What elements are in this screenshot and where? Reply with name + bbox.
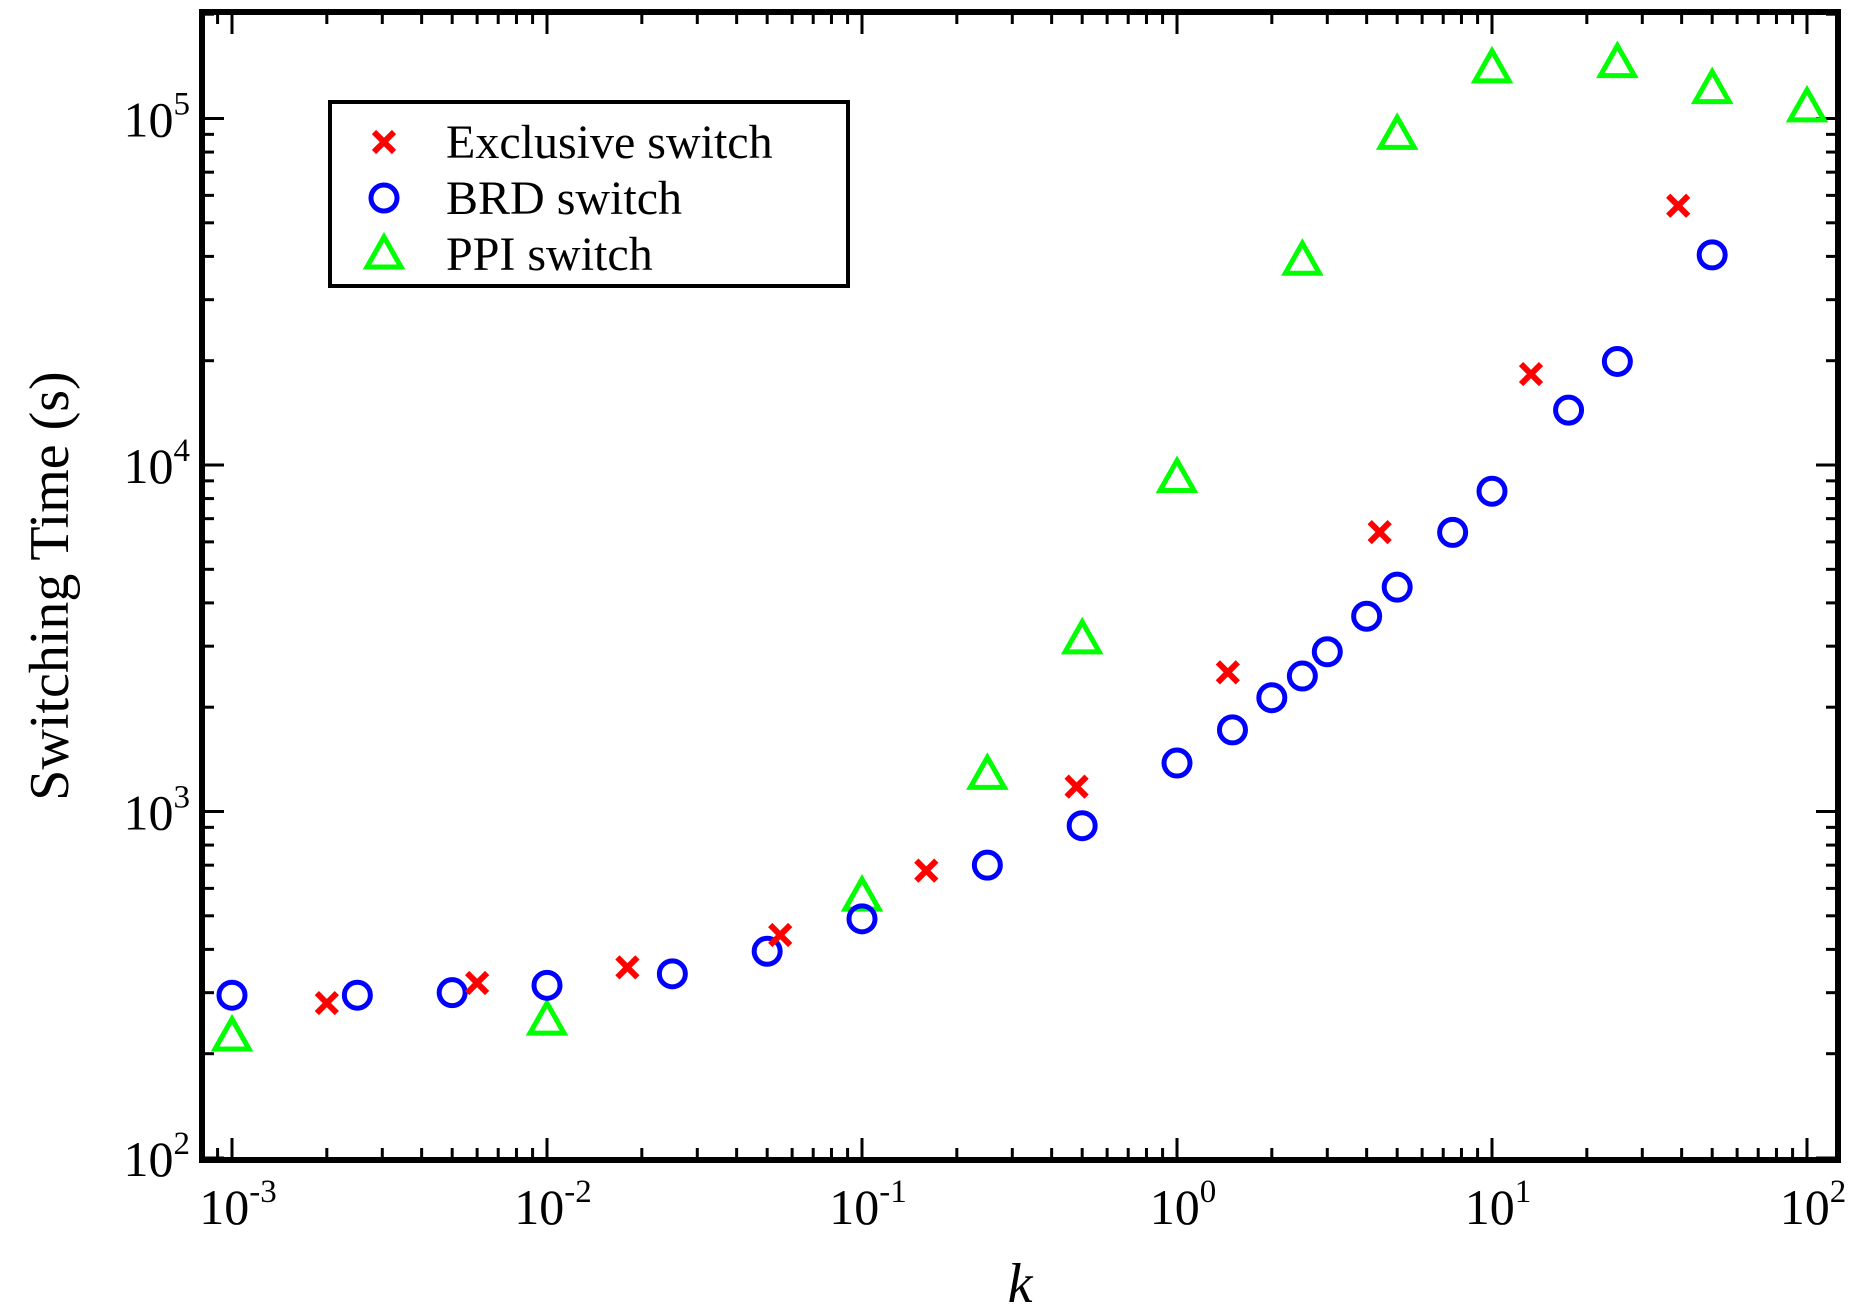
circle-point: [1696, 239, 1728, 271]
circle-point: [341, 979, 373, 1011]
y-tick-label: 102: [124, 1126, 191, 1187]
circle-point: [1161, 747, 1193, 779]
triangle-point: [1060, 616, 1104, 655]
triangle-point: [362, 231, 406, 270]
x-tick-label: 10-1: [829, 1174, 907, 1235]
circle-point: [971, 849, 1003, 881]
x-tick-label: 10-3: [199, 1174, 277, 1235]
circle-point: [368, 182, 400, 214]
cross-point: [615, 955, 640, 980]
triangle-point: [966, 752, 1009, 790]
circle-point: [1066, 810, 1098, 842]
circle-point: [751, 935, 783, 967]
legend-label: PPI switch: [446, 228, 653, 281]
cross-point: [314, 990, 339, 1016]
cross-point: [1064, 774, 1089, 799]
circle-point: [531, 969, 563, 1001]
circle-point: [436, 977, 468, 1009]
legend-label: BRD switch: [446, 172, 682, 225]
cross-point: [1666, 193, 1691, 218]
plot-frame: [199, 9, 1841, 1163]
circle-point: [1351, 600, 1383, 632]
cross-point: [1518, 361, 1544, 387]
circle-point: [1476, 475, 1508, 507]
circle-point: [1256, 682, 1288, 714]
cross-point: [464, 970, 490, 996]
circle-point: [1311, 636, 1343, 668]
circle-point: [1553, 394, 1585, 426]
circle-point: [656, 958, 688, 990]
triangle-point: [1281, 238, 1324, 276]
triangle-point: [1375, 112, 1419, 150]
triangle-point: [210, 1013, 254, 1052]
tick-labels: 10-3 10-2 10-1 100 101 102 102 103 104 105: [124, 87, 1847, 1236]
triangle-point: [1690, 66, 1734, 105]
circle-point: [1601, 345, 1633, 377]
y-tick-label: 104: [124, 433, 191, 494]
triangle-point: [1785, 84, 1829, 123]
cross-point: [914, 858, 939, 883]
legend-box: [328, 100, 850, 288]
legend-label: Exclusive switch: [446, 116, 773, 169]
cross-point: [768, 922, 793, 948]
circle-point: [1286, 660, 1318, 692]
triangle-point: [525, 998, 569, 1036]
cross-point: [1367, 520, 1392, 545]
circle-point: [1437, 516, 1469, 548]
x-tick-label: 100: [1150, 1174, 1217, 1235]
x-tick-label: 10-2: [514, 1174, 592, 1235]
data-points: [210, 40, 1829, 1052]
triangle-point: [1596, 40, 1639, 79]
x-axis-label: k: [1008, 1253, 1034, 1315]
circle-point: [216, 979, 248, 1011]
triangle-point: [1155, 455, 1199, 494]
triangle-point: [840, 874, 884, 912]
y-tick-label: 103: [124, 780, 191, 841]
y-tick-label: 105: [124, 87, 191, 148]
x-tick-label: 102: [1780, 1174, 1847, 1235]
triangle-point: [1470, 45, 1514, 84]
cross-point: [371, 129, 397, 155]
circle-point: [1381, 571, 1413, 603]
circle-point: [1216, 714, 1248, 746]
y-axis-label: Switching Time (s): [19, 371, 81, 800]
cross-point: [1215, 660, 1240, 685]
circle-point: [846, 903, 878, 935]
x-tick-label: 101: [1465, 1174, 1532, 1235]
